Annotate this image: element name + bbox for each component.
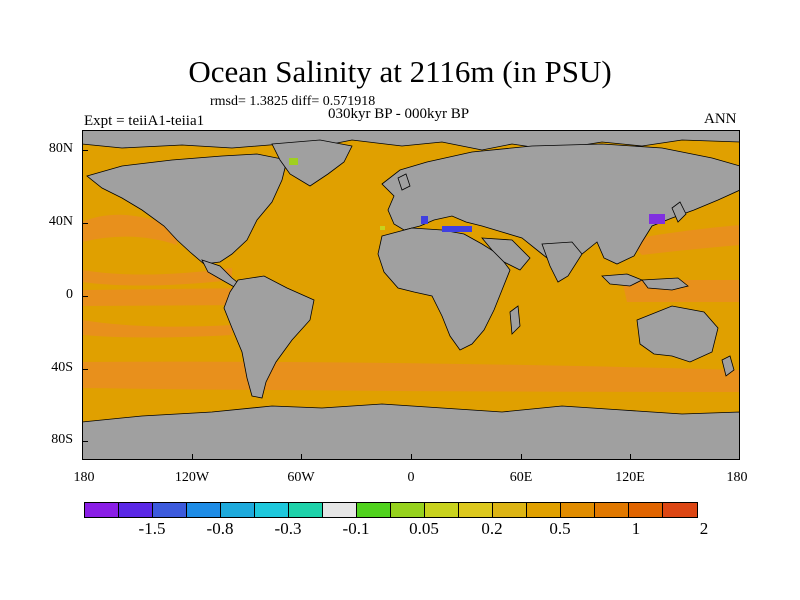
colorbar-label: 1 xyxy=(631,519,641,538)
lon-label-180e: 180 xyxy=(726,470,748,485)
colorbar-box-14 xyxy=(561,503,595,517)
colorbar-box-12 xyxy=(493,503,527,517)
lon-label-180w: 180 xyxy=(73,470,95,485)
colorbar-box-13 xyxy=(527,503,561,517)
colorbar-box-3 xyxy=(187,503,221,517)
period-label: 030kyr BP - 000kyr BP xyxy=(328,106,470,122)
map-frame xyxy=(82,130,740,460)
colorbar-box-10 xyxy=(425,503,459,517)
colorbar-box-2 xyxy=(153,503,187,517)
lon-label-60w: 60W xyxy=(287,470,315,485)
colorbar-box-5 xyxy=(255,503,289,517)
lon-label-120e: 120E xyxy=(615,470,645,485)
colorbar-box-16 xyxy=(629,503,663,517)
colorbar-box-9 xyxy=(391,503,425,517)
lon-tick xyxy=(301,454,302,460)
lon-tick xyxy=(521,454,522,460)
lat-tick xyxy=(82,150,88,151)
lon-tick xyxy=(630,454,631,460)
lon-label-0: 0 xyxy=(407,470,415,485)
stats-line: rmsd= 1.3825 diff= 0.571918 xyxy=(210,94,376,109)
lat-tick xyxy=(82,296,88,297)
colorbar-label: 2 xyxy=(699,519,709,538)
lon-tick xyxy=(739,454,740,460)
colorbar-label: -0.8 xyxy=(206,519,234,538)
colorbar-box-1 xyxy=(119,503,153,517)
colorbar-label: -1.5 xyxy=(138,519,166,538)
colorbar-box-17 xyxy=(663,503,697,517)
salinity-map xyxy=(82,130,740,460)
high-anomaly-bands xyxy=(82,214,740,392)
lon-tick xyxy=(411,454,412,460)
colorbar-label: -0.1 xyxy=(342,519,370,538)
lon-label-60e: 60E xyxy=(509,470,533,485)
anomaly-patches xyxy=(289,158,665,232)
lat-label-40s: 40S xyxy=(51,360,73,375)
colorbar-box-15 xyxy=(595,503,629,517)
lat-label-0: 0 xyxy=(66,287,73,302)
colorbar-box-7 xyxy=(323,503,357,517)
lat-label-80s: 80S xyxy=(51,432,73,447)
experiment-label: Expt = teiiA1-teiia1 xyxy=(84,113,205,129)
colorbar-box-8 xyxy=(357,503,391,517)
lat-label-80n: 80N xyxy=(48,141,73,156)
colorbar-label: 0.2 xyxy=(481,519,503,538)
colorbar xyxy=(84,502,698,518)
lat-label-40n: 40N xyxy=(48,214,73,229)
lon-label-120w: 120W xyxy=(174,470,210,485)
lat-tick xyxy=(82,369,88,370)
colorbar-label: -0.3 xyxy=(274,519,302,538)
lon-tick xyxy=(82,454,83,460)
lat-tick xyxy=(82,441,88,442)
land-mask xyxy=(82,130,740,460)
map-title: Ocean Salinity at 2116m (in PSU) xyxy=(188,54,612,89)
lat-tick xyxy=(82,223,88,224)
colorbar-box-11 xyxy=(459,503,493,517)
colorbar-box-4 xyxy=(221,503,255,517)
colorbar-label: 0.05 xyxy=(409,519,439,538)
colorbar-box-6 xyxy=(289,503,323,517)
lon-tick xyxy=(192,454,193,460)
colorbar-box-0 xyxy=(85,503,119,517)
season-label: ANN xyxy=(704,111,737,127)
colorbar-label: 0.5 xyxy=(549,519,571,538)
map-canvas xyxy=(82,130,740,460)
